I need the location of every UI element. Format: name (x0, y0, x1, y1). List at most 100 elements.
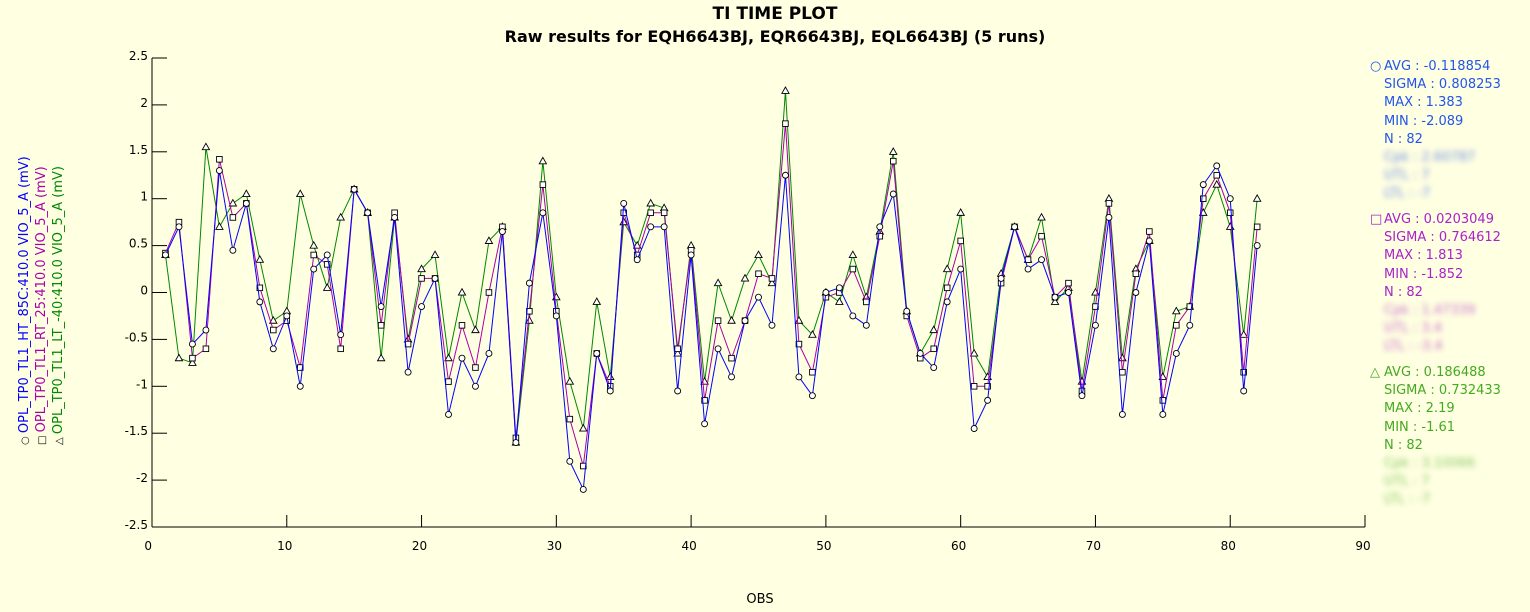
stats-cpk: Cpk : 1.47339 (1384, 303, 1476, 319)
data-point (767, 278, 777, 287)
series-name: OPL_TP0_TL1_HT_85C:410.0 VIO_5_A (mV) (17, 156, 32, 433)
data-point (1119, 368, 1126, 376)
x-axis-label: OBS (746, 592, 773, 607)
data-point (404, 368, 412, 376)
data-point (498, 228, 506, 235)
stats-min: MIN : -1.61 (1384, 419, 1456, 435)
data-point (189, 354, 196, 362)
data-point (215, 167, 223, 175)
data-point (268, 315, 278, 324)
data-point (592, 297, 602, 305)
y-tick-label: -1 (136, 377, 148, 391)
data-point (296, 382, 304, 390)
data-point (916, 350, 924, 357)
data-point (309, 240, 319, 249)
data-point (728, 373, 735, 381)
stats-min: MIN : -2.089 (1384, 113, 1464, 129)
data-point (323, 251, 331, 259)
data-point (943, 284, 951, 292)
data-point (808, 392, 816, 400)
data-point (228, 198, 238, 207)
legend-marker-icon: △ (54, 434, 65, 445)
stats-cpk: Cpk : 2.60787 (1384, 150, 1476, 166)
data-point (728, 354, 735, 362)
data-point (593, 350, 601, 357)
stats-utl: UTL : 3.4 (1384, 321, 1443, 337)
data-point (957, 265, 965, 273)
data-point (674, 345, 681, 353)
data-point (835, 284, 843, 292)
stats-utl: UTL : 7 (1384, 168, 1430, 184)
data-point (256, 298, 264, 306)
data-point (458, 322, 466, 329)
data-point (283, 312, 291, 320)
data-point (673, 348, 683, 357)
data-point (701, 420, 709, 428)
data-point (336, 212, 346, 221)
data-point (834, 297, 844, 305)
data-point (525, 279, 533, 287)
stats-ltl: LTL : -7 (1384, 186, 1431, 202)
data-point (632, 240, 642, 249)
data-point (229, 246, 237, 254)
data-point (444, 353, 453, 362)
data-point (1091, 321, 1099, 329)
data-point (754, 250, 763, 259)
avg-value: AVG : -0.118854 (1384, 59, 1491, 74)
avg-value: AVG : 0.186488 (1384, 365, 1486, 380)
stats-utl: UTL : 7 (1384, 474, 1430, 490)
data-point (1186, 321, 1194, 329)
data-point (970, 383, 978, 390)
data-point (1213, 171, 1220, 179)
data-point (956, 208, 966, 216)
data-point (1065, 279, 1072, 287)
data-point (903, 307, 911, 315)
data-point (984, 383, 991, 390)
data-point (1226, 195, 1234, 203)
series-line (165, 164, 1258, 492)
data-point (929, 325, 939, 334)
stats-series-3: △ AVG : 0.186488 SIGMA : 0.732433 MAX : 2… (1370, 364, 1501, 510)
data-point (1078, 392, 1086, 400)
data-point (782, 120, 789, 127)
data-point (241, 189, 251, 198)
data-point (822, 289, 830, 296)
data-point (930, 364, 938, 371)
series-name: OPL_TP0_TL1_RT_25:410.0 VIO_5_A (mV) (34, 166, 49, 432)
x-tick-label: 80 (1221, 539, 1236, 553)
series-name: OPL_TP0_TL1_LT_-40:410.0 VIO_5_A (mV) (51, 166, 66, 434)
data-point (701, 397, 708, 404)
data-point (525, 315, 534, 324)
data-point (1240, 387, 1248, 395)
data-point (472, 364, 479, 371)
legend-marker-icon: □ (37, 432, 48, 445)
data-point (1118, 410, 1126, 418)
data-point (741, 317, 749, 325)
stats-ltl: LTL : -7 (1384, 492, 1431, 508)
data-point (458, 354, 466, 362)
data-point (337, 345, 344, 353)
stats-avg: □ AVG : 0.0203049 (1370, 211, 1501, 229)
data-point (162, 251, 169, 259)
data-point (229, 214, 237, 221)
data-point (1011, 223, 1019, 231)
stats-avg: ○ AVG : -0.118854 (1370, 58, 1501, 76)
data-point (674, 387, 682, 395)
y-tick-label: -1.5 (125, 424, 148, 438)
data-point (1253, 223, 1261, 231)
data-point (216, 156, 223, 163)
data-point (795, 340, 803, 348)
y-axis-series-label: △ OPL_TP0_TL1_LT_-40:410.0 VIO_5_A (mV) (51, 166, 66, 445)
data-point (888, 147, 898, 155)
data-point (310, 265, 318, 273)
stats-sigma: SIGMA : 0.808253 (1384, 77, 1501, 93)
data-point (337, 331, 345, 339)
data-point (270, 326, 277, 334)
x-tick-label: 90 (1355, 539, 1370, 553)
data-point (566, 457, 574, 465)
data-point (1132, 270, 1140, 277)
stats-max: MAX : 1.813 (1384, 248, 1463, 264)
data-point (430, 250, 440, 259)
y-tick-label: 2.5 (129, 49, 148, 63)
data-point (1213, 162, 1221, 170)
